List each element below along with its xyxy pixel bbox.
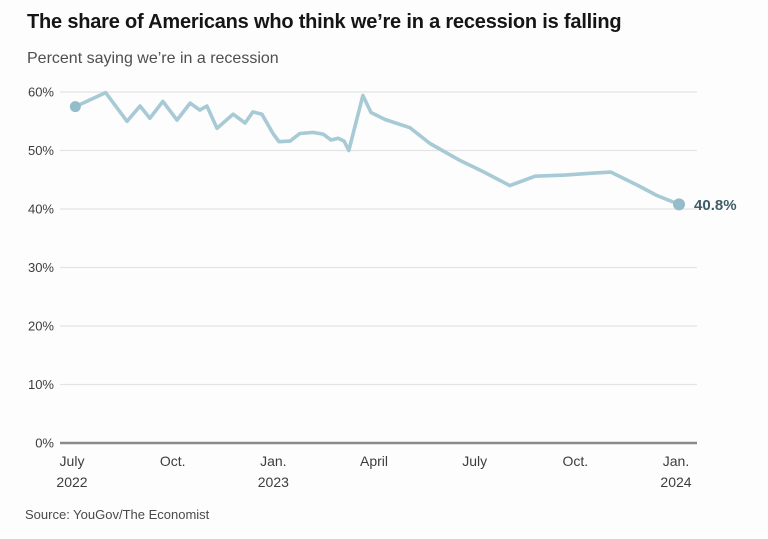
- x-tick-label: July: [462, 453, 487, 469]
- x-tick-label: July: [60, 453, 85, 469]
- x-tick-label: Oct.: [563, 453, 589, 469]
- x-tick-label: Jan.: [663, 453, 689, 469]
- source-note: Source: YouGov/The Economist: [25, 507, 210, 522]
- x-tick-year-label: 2023: [258, 474, 289, 490]
- y-tick-label: 30%: [28, 260, 54, 275]
- y-tick-label: 20%: [28, 319, 54, 334]
- y-tick-label: 60%: [28, 85, 54, 100]
- chart-title: The share of Americans who think we’re i…: [27, 11, 622, 33]
- y-tick-label: 0%: [35, 436, 54, 451]
- end-point-marker: [673, 198, 686, 211]
- chart-subtitle: Percent saying we’re in a recession: [27, 50, 279, 67]
- y-tick-label: 50%: [28, 143, 54, 158]
- y-tick-label: 40%: [28, 202, 54, 217]
- trend-line: [73, 90, 681, 207]
- end-value-label: 40.8%: [694, 197, 737, 214]
- x-tick-label: Jan.: [260, 453, 286, 469]
- x-tick-label: April: [360, 453, 388, 469]
- y-tick-label: 10%: [28, 377, 54, 392]
- x-tick-year-label: 2024: [660, 474, 691, 490]
- start-point-marker: [69, 101, 81, 113]
- x-tick-label: Oct.: [160, 453, 186, 469]
- x-tick-year-label: 2022: [56, 474, 87, 490]
